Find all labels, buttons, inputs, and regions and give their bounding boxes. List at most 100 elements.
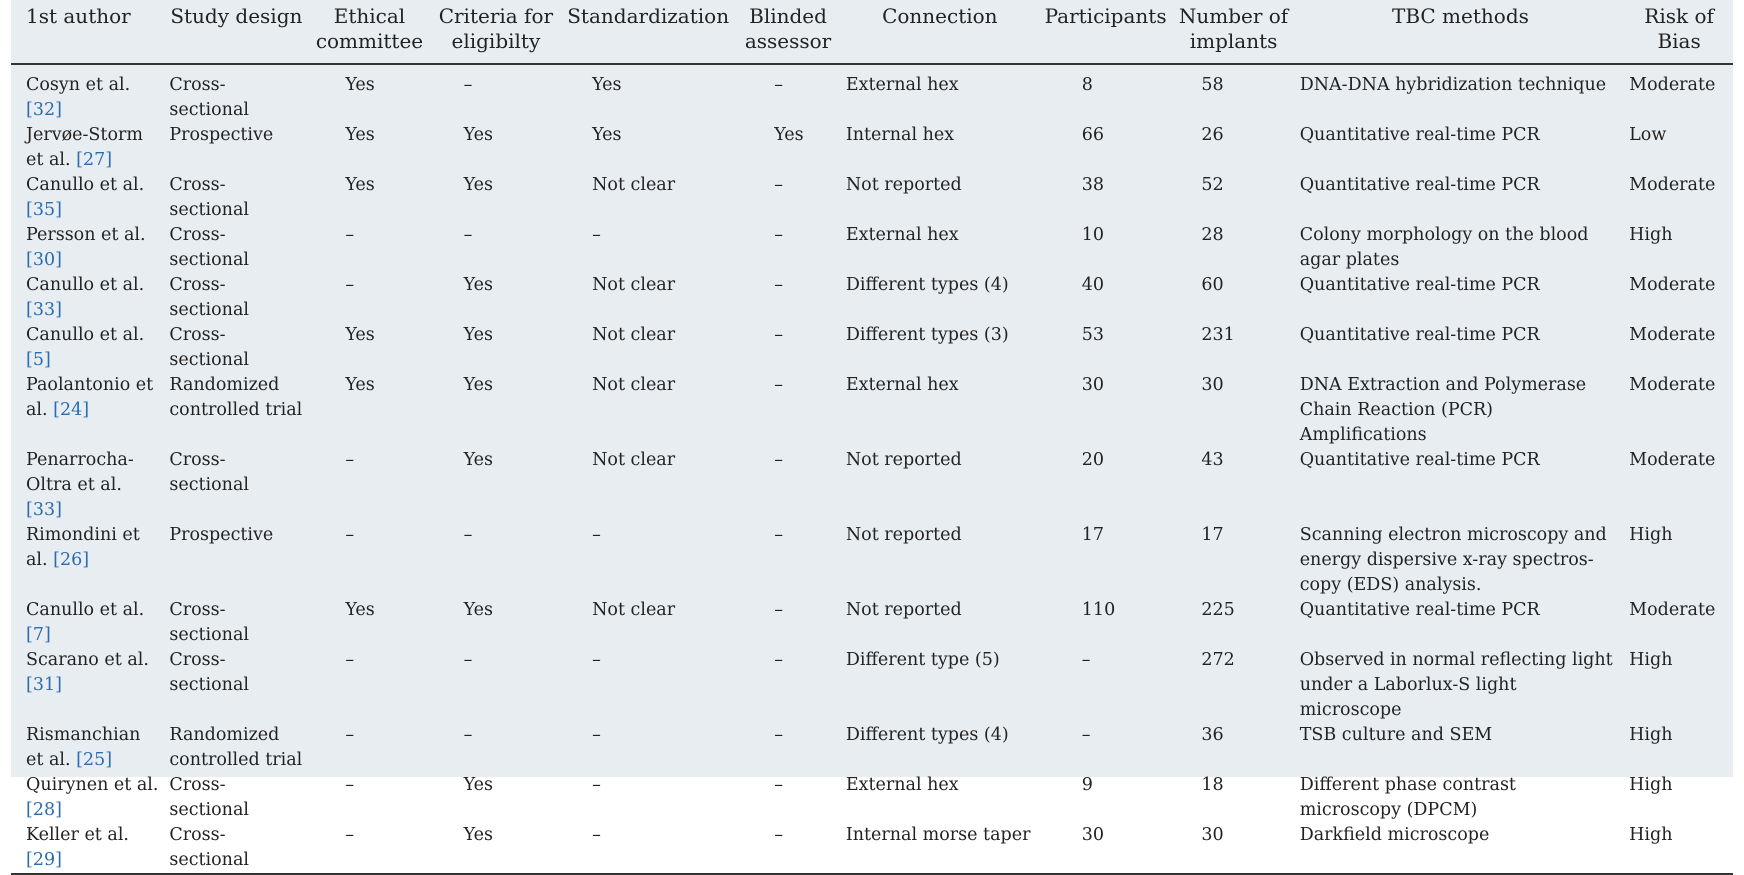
cell-tbc-methods: Observed in normal reflecting light unde… [1299, 650, 1613, 720]
cell-author: Canullo et al. 35 [11, 173, 165, 223]
cell-study-design: Cross-sectional [165, 823, 308, 875]
cell-implants: 28 [1201, 225, 1224, 245]
cell-ethical-committee: – [345, 650, 355, 670]
cell-criteria: Yes [463, 175, 494, 195]
cell-author: Persson et al. 30 [11, 223, 165, 273]
header-ethical-committee: Ethical committee [307, 0, 432, 65]
reference-link[interactable]: 31 [26, 675, 62, 695]
reference-link[interactable]: 27 [76, 150, 112, 170]
author-name: Rimondini et al. [26, 525, 140, 570]
cell-standardization: Not clear [592, 450, 676, 470]
author-name: Canullo et al. [26, 600, 145, 620]
cell-criteria: Yes [463, 450, 494, 470]
reference-link[interactable]: 5 [26, 350, 51, 370]
table-row: Paolantonio et al. 24Randomized controll… [11, 373, 1733, 448]
table-row: Canullo et al. 35Cross-sectionalYesYesNo… [11, 173, 1733, 223]
cell-risk-of-bias: Moderate [1629, 175, 1716, 195]
cell-risk-of-bias: Low [1629, 125, 1667, 145]
table-row: Rimondini et al. 26Prospective––––Not re… [11, 523, 1733, 598]
cell-ethical-committee: – [345, 225, 355, 245]
cell-study-design: Cross-sectional [169, 775, 249, 820]
cell-implants: 225 [1201, 600, 1235, 620]
cell-connection: Different types (3) [845, 325, 1009, 345]
cell-author: Jervøe-Storm et al. 27 [11, 123, 165, 173]
cell-risk-of-bias: Moderate [1629, 325, 1716, 345]
cell-criteria: – [463, 650, 473, 670]
reference-link[interactable]: 33 [26, 300, 62, 320]
cell-study-design: Cross-sectional [169, 275, 249, 320]
cell-implants: 52 [1201, 175, 1224, 195]
cell-risk-of-bias: High [1629, 225, 1673, 245]
table-body: Cosyn et al. 32Cross-sectionalYes–Yes–Ex… [11, 64, 1733, 875]
cell-criteria: Yes [431, 823, 561, 875]
cell-standardization: – [592, 525, 601, 545]
cell-standardization: Not clear [592, 325, 676, 345]
cell-tbc-methods: Scanning electron microscopy and energy … [1299, 525, 1607, 595]
cell-implants: 30 [1201, 375, 1224, 395]
reference-link[interactable]: 30 [26, 250, 62, 270]
cell-blinded-assessor: – [774, 450, 783, 470]
reference-link[interactable]: 26 [53, 550, 89, 570]
header-criteria: Criteria for eligibilty [431, 0, 561, 65]
cell-criteria: – [463, 75, 473, 95]
cell-blinded-assessor: – [774, 650, 783, 670]
cell-blinded-assessor: – [774, 175, 783, 195]
cell-implants: 36 [1201, 725, 1224, 745]
cell-risk-of-bias: High [1629, 525, 1673, 545]
cell-connection: Different type (5) [845, 650, 1000, 670]
cell-risk-of-bias: Moderate [1629, 600, 1716, 620]
cell-connection: Not reported [845, 450, 962, 470]
cell-study-design: Cross-sectional [169, 225, 249, 270]
cell-criteria: Yes [463, 375, 494, 395]
cell-author: Paolantonio et al. 24 [11, 373, 165, 448]
cell-connection: External hex [845, 75, 959, 95]
cell-author: Keller et al. 29 [11, 823, 166, 875]
cell-tbc-methods: Colony morphology on the blood agar plat… [1299, 225, 1589, 270]
table-row: Keller et al. 29Cross-sectional–Yes––Int… [11, 823, 1733, 875]
cell-criteria: – [463, 225, 473, 245]
cell-blinded-assessor: – [774, 600, 783, 620]
cell-risk-of-bias: Moderate [1629, 275, 1716, 295]
cell-implants: 43 [1201, 450, 1224, 470]
cell-blinded-assessor: – [774, 725, 783, 745]
cell-participants: 30 [1039, 823, 1172, 875]
cell-participants: 66 [1081, 125, 1105, 145]
cell-blinded-assessor: – [774, 525, 783, 545]
table-row: Canullo et al. 7Cross-sectionalYesYesNot… [11, 598, 1733, 648]
cell-study-design: Cross-sectional [169, 650, 249, 695]
reference-link[interactable]: 33 [26, 500, 62, 520]
cell-ethical-committee: Yes [345, 325, 375, 345]
header-standardization: Standardization [560, 0, 737, 65]
table-row: Cosyn et al. 32Cross-sectionalYes–Yes–Ex… [11, 64, 1733, 123]
reference-link[interactable]: 24 [53, 400, 89, 420]
studies-table-container: 1st author Study design Ethical committe… [11, 0, 1733, 875]
cell-ethical-committee: – [345, 525, 355, 545]
cell-ethical-committee: – [345, 275, 355, 295]
cell-participants: 30 [1081, 375, 1105, 395]
cell-ethical-committee: Yes [345, 125, 375, 145]
reference-link[interactable]: 25 [76, 750, 112, 770]
cell-participants: 38 [1081, 175, 1105, 195]
table-row: Penarrocha-Oltra et al. 33Cross-sectiona… [11, 448, 1733, 523]
author-name: Paolantonio et al. [26, 375, 154, 420]
cell-participants: 110 [1081, 600, 1116, 620]
cell-tbc-methods: Different phase contrast microscopy (DPC… [1299, 775, 1516, 820]
reference-link[interactable]: 28 [26, 800, 62, 820]
cell-risk-of-bias: High [1629, 725, 1673, 745]
cell-author: Rimondini et al. 26 [11, 523, 165, 598]
reference-link[interactable]: 35 [26, 200, 62, 220]
cell-blinded-assessor: – [774, 325, 783, 345]
cell-criteria: Yes [463, 600, 494, 620]
author-name: Canullo et al. [26, 325, 145, 345]
reference-link[interactable]: 32 [26, 100, 62, 120]
reference-link[interactable]: 7 [26, 625, 51, 645]
cell-standardization: Not clear [592, 600, 676, 620]
table-row: Scarano et al. 31Cross-sectional––––Diff… [11, 648, 1733, 723]
author-name: Canullo et al. [26, 275, 145, 295]
cell-participants: 53 [1081, 325, 1105, 345]
reference-link[interactable]: 29 [26, 850, 62, 870]
cell-author: Canullo et al. 5 [11, 323, 165, 373]
header-implants: Number of implants [1171, 0, 1296, 65]
cell-participants: 8 [1081, 75, 1093, 95]
author-name: Persson et al. [26, 225, 146, 245]
